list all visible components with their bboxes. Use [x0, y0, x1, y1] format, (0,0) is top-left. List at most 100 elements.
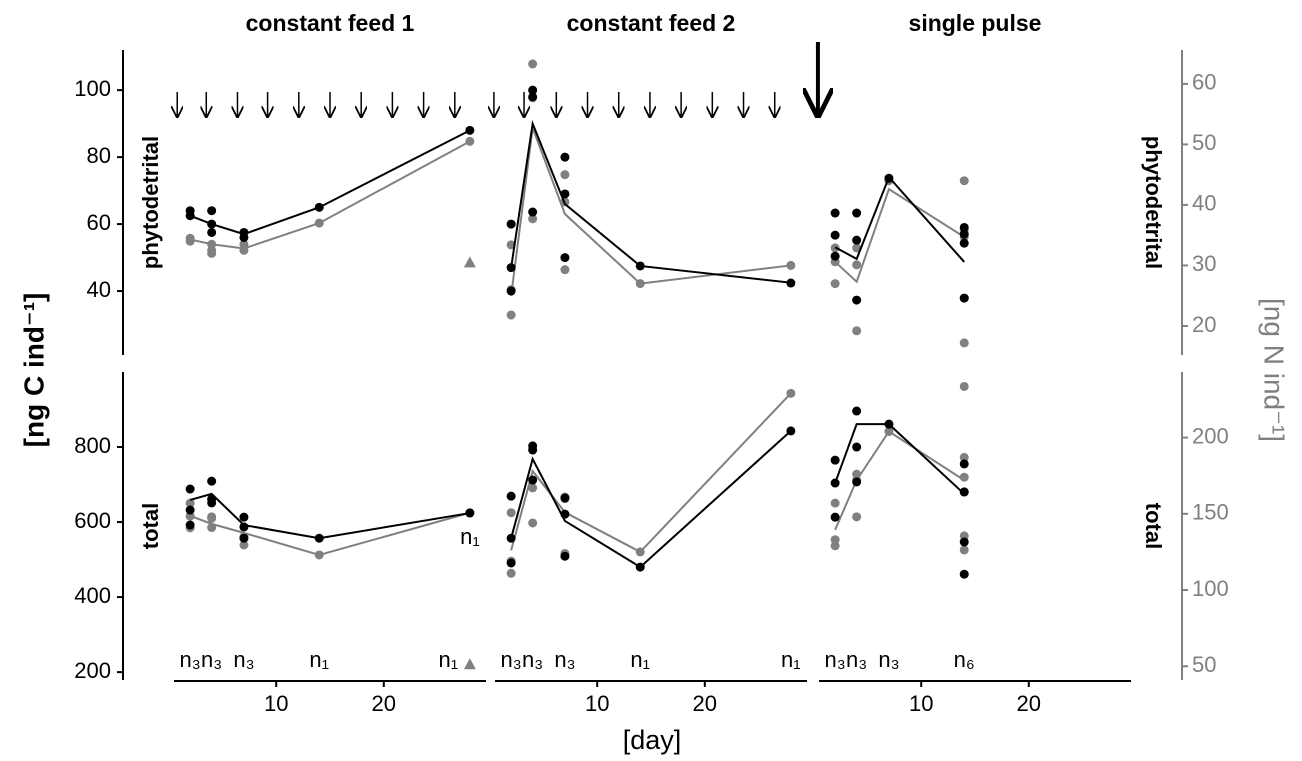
data-point — [185, 520, 195, 530]
x-tick-label: 20 — [693, 691, 717, 716]
data-point — [959, 338, 969, 348]
x-tick-label: 10 — [909, 691, 933, 716]
data-point — [207, 494, 217, 504]
mean-line — [510, 392, 792, 554]
data-point — [239, 232, 249, 242]
data-point — [207, 227, 217, 237]
data-point — [852, 208, 862, 218]
column-title: constant feed 2 — [567, 10, 736, 36]
data-point — [560, 509, 570, 519]
data-point — [884, 419, 894, 429]
data-point — [207, 206, 217, 216]
n-label: n₁ — [781, 647, 801, 672]
data-point — [830, 279, 840, 289]
mean-line — [189, 140, 471, 250]
data-point — [884, 173, 894, 183]
n-label: n₃ — [180, 647, 201, 672]
y2-axis-label: [ng N ind⁻¹] — [1259, 298, 1290, 442]
y2-tick-label: 20 — [1192, 312, 1216, 337]
y2-tick-label: 30 — [1192, 251, 1216, 276]
data-point — [884, 426, 894, 436]
data-point — [560, 493, 570, 503]
data-point — [465, 508, 475, 518]
data-point — [786, 278, 796, 288]
data-point — [560, 170, 570, 180]
n-label: n₁ — [630, 647, 650, 672]
data-point — [528, 214, 538, 224]
y2-tick-label: 200 — [1192, 423, 1229, 448]
data-point — [528, 518, 538, 528]
mean-line — [834, 430, 965, 531]
data-point — [314, 218, 324, 228]
n-label: n₃ — [501, 647, 522, 672]
data-point — [959, 381, 969, 391]
data-point — [959, 293, 969, 303]
n-label: n₁ — [439, 647, 459, 672]
n-label: n₃ — [878, 647, 899, 672]
mean-line — [510, 127, 791, 296]
data-point — [185, 505, 195, 515]
data-point — [560, 189, 570, 199]
y2-tick-label: 40 — [1192, 191, 1216, 216]
data-point — [207, 523, 217, 533]
data-point — [786, 426, 796, 436]
x-tick-label: 20 — [372, 691, 396, 716]
row-label-right: phytodetrital — [1141, 136, 1166, 269]
data-point — [506, 491, 516, 501]
y-tick-label: 40 — [87, 277, 111, 302]
n-label: n₆ — [954, 647, 975, 672]
data-point — [506, 568, 516, 578]
n-label: n₃ — [846, 647, 867, 672]
data-point — [185, 484, 195, 494]
n-label: n₁ — [309, 647, 329, 672]
data-point — [830, 455, 840, 465]
row-label: phytodetrital — [138, 136, 163, 269]
data-point — [852, 243, 862, 253]
data-point — [635, 547, 645, 557]
data-point — [239, 540, 249, 550]
n-label: n₃ — [522, 647, 543, 672]
data-point — [560, 265, 570, 275]
data-point — [830, 478, 840, 488]
data-point — [185, 498, 195, 508]
data-point — [852, 477, 862, 487]
y-tick-label: 100 — [74, 76, 111, 101]
data-point — [528, 475, 538, 485]
data-point — [830, 251, 840, 261]
data-point — [506, 263, 516, 273]
data-point — [239, 512, 249, 522]
mean-line — [189, 129, 471, 236]
data-point — [830, 230, 840, 240]
data-point — [239, 245, 249, 255]
data-point — [207, 248, 217, 258]
data-point — [528, 207, 538, 217]
data-point — [506, 219, 516, 229]
n-label: n₃ — [201, 647, 222, 672]
data-point — [830, 512, 840, 522]
y2-tick-label: 150 — [1192, 500, 1229, 525]
data-point — [852, 295, 862, 305]
data-point — [506, 310, 516, 320]
data-point — [959, 176, 969, 186]
data-point — [528, 445, 538, 455]
data-point — [852, 512, 862, 522]
data-point — [506, 508, 516, 518]
y-tick-label: 800 — [74, 433, 111, 458]
data-point — [528, 483, 538, 493]
x-axis-label: [day] — [623, 725, 682, 755]
data-point — [959, 229, 969, 239]
data-point — [560, 152, 570, 162]
y2-tick-label: 50 — [1192, 130, 1216, 155]
y2-tick-label: 100 — [1192, 576, 1229, 601]
data-point — [528, 92, 538, 102]
n-label: n₃ — [554, 647, 575, 672]
x-tick-label: 10 — [585, 691, 609, 716]
data-point — [314, 202, 324, 212]
x-tick-label: 10 — [264, 691, 288, 716]
y-tick-label: 60 — [87, 210, 111, 235]
data-point — [465, 125, 475, 135]
data-point — [635, 562, 645, 572]
data-point — [959, 459, 969, 469]
